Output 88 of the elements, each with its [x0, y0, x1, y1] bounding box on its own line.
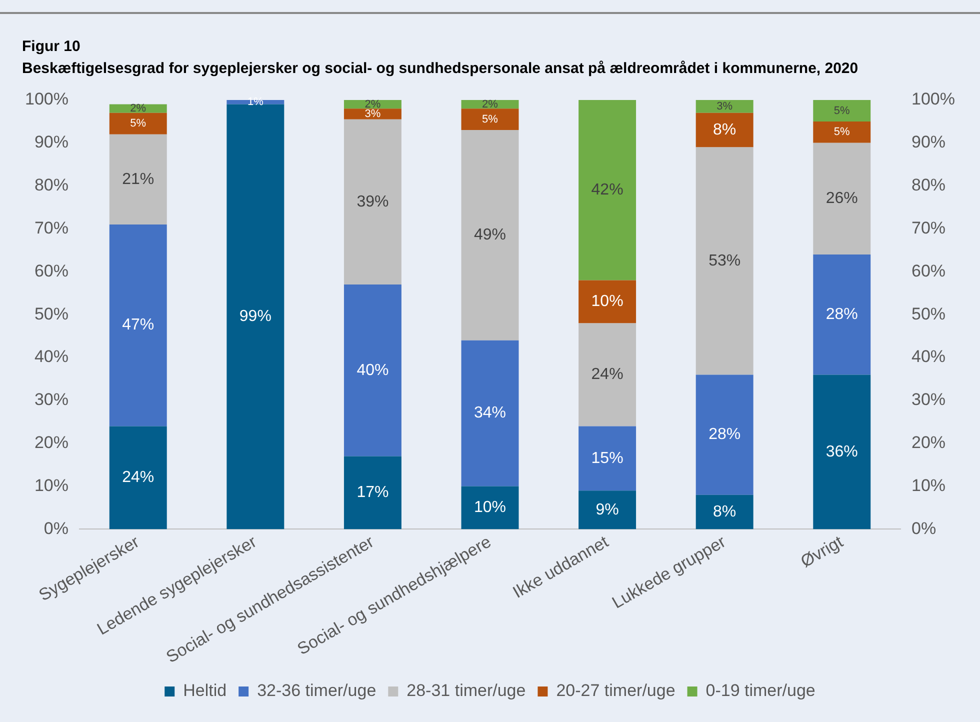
bar	[461, 486, 519, 530]
data-label: 8%	[713, 121, 736, 138]
bar	[696, 374, 754, 495]
data-label: 28%	[708, 426, 741, 444]
data-label: 3%	[716, 100, 733, 112]
legend-label: 28-31 timer/uge	[406, 681, 526, 700]
y-tick-label: 90%	[34, 132, 68, 152]
y2-tick-label: 30%	[912, 390, 946, 410]
bar	[813, 374, 871, 530]
data-label: 5%	[130, 118, 146, 130]
bar	[109, 112, 167, 134]
bar	[578, 323, 636, 426]
data-label: 99%	[239, 308, 272, 326]
data-label: 34%	[474, 404, 506, 422]
data-label: 24%	[591, 366, 624, 384]
legend-label: 32-36 timer/uge	[257, 681, 376, 700]
y2-tick-label: 100%	[912, 90, 956, 109]
data-label: 21%	[122, 170, 154, 188]
y-tick-label: 60%	[34, 261, 68, 280]
data-label: 26%	[826, 190, 858, 208]
data-label: 49%	[474, 226, 506, 244]
bar	[578, 426, 636, 491]
y-tick-label: 0%	[44, 518, 68, 538]
bar	[461, 340, 519, 486]
legend-label: Heltid	[183, 681, 227, 700]
y-tick-label: 20%	[34, 433, 68, 452]
y2-tick-label: 80%	[912, 176, 946, 195]
data-label: 2%	[364, 98, 381, 110]
chart-title: Figur 10	[22, 38, 80, 56]
bar	[461, 108, 519, 130]
data-label: 42%	[591, 182, 624, 199]
data-label: 10%	[591, 293, 624, 310]
bar	[813, 100, 871, 122]
data-label: 9%	[596, 501, 619, 518]
bar	[344, 284, 402, 456]
legend-label: 0-19 timer/uge	[706, 681, 816, 700]
data-label: 5%	[834, 104, 850, 117]
data-label: 28%	[826, 306, 858, 324]
data-label: 36%	[826, 443, 858, 460]
y2-tick-label: 10%	[912, 476, 946, 495]
y2-tick-label: 70%	[912, 218, 946, 238]
bar	[344, 119, 402, 285]
y-tick-label: 100%	[24, 90, 68, 109]
bar	[696, 147, 754, 375]
data-label: 8%	[713, 503, 736, 520]
bar	[578, 490, 636, 530]
bar	[344, 108, 402, 120]
bar	[813, 254, 871, 375]
bar	[226, 104, 284, 530]
chart-subtitle: Beskæftigelsesgrad for sygeplejersker og social- og sundhedspersonale ansat på ældreområdet i kommunerne, 2020	[22, 60, 858, 78]
bar	[696, 112, 754, 148]
bar	[696, 100, 754, 113]
y2-tick-label: 50%	[912, 304, 946, 324]
data-label: 5%	[482, 113, 498, 126]
y-tick-label: 40%	[34, 347, 68, 366]
bar	[109, 134, 167, 224]
y-tick-label: 80%	[34, 176, 68, 195]
bar	[813, 121, 871, 143]
data-label: 47%	[122, 316, 154, 334]
bar	[578, 100, 636, 280]
y2-tick-label: 90%	[912, 132, 946, 152]
bar	[109, 224, 167, 426]
y2-tick-label: 0%	[912, 518, 936, 538]
y-tick-label: 70%	[34, 218, 68, 238]
bar	[344, 456, 402, 530]
data-label: 24%	[122, 469, 154, 486]
data-label: 15%	[591, 450, 624, 467]
data-label: 3%	[364, 108, 381, 120]
data-label: 2%	[482, 98, 498, 110]
data-label: 2%	[130, 102, 146, 115]
y-tick-label: 50%	[34, 304, 68, 324]
data-label: 17%	[356, 484, 389, 502]
bar	[696, 494, 754, 530]
y2-tick-label: 40%	[912, 347, 946, 366]
data-label: 10%	[474, 499, 506, 516]
data-label: 5%	[834, 126, 850, 138]
bar	[578, 280, 636, 324]
y-tick-label: 10%	[34, 476, 68, 495]
y-tick-label: 30%	[34, 390, 68, 410]
data-label: 40%	[356, 362, 389, 379]
y2-tick-label: 20%	[912, 433, 946, 452]
y2-tick-label: 60%	[912, 261, 946, 280]
legend-label: 20-27 timer/uge	[556, 681, 676, 700]
data-label: 39%	[356, 193, 389, 210]
bar	[813, 142, 871, 255]
bar	[109, 426, 167, 530]
bar	[461, 130, 519, 340]
data-label: 53%	[708, 252, 741, 270]
